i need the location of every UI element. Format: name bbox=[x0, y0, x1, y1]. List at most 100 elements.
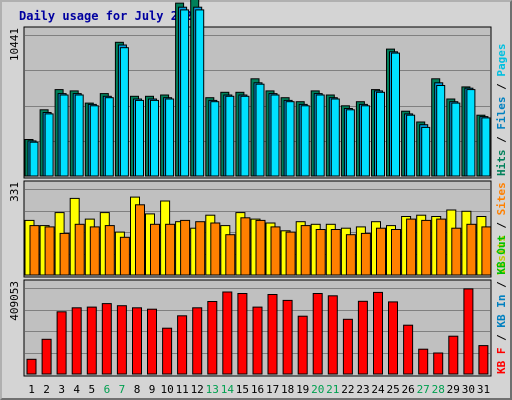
series-kb-f bbox=[26, 288, 489, 375]
bar-sites-day-14 bbox=[225, 234, 236, 276]
series-pages bbox=[29, 9, 491, 177]
bar-pages-day-22 bbox=[345, 109, 355, 177]
bar-kb-f-day-17 bbox=[267, 294, 278, 375]
x-tick-label: 13 bbox=[206, 383, 219, 396]
bar-kb-f-day-23 bbox=[357, 300, 368, 375]
x-tick-label: 14 bbox=[221, 383, 235, 396]
bar-pages-day-14 bbox=[225, 95, 235, 177]
bar-kb-f-day-8 bbox=[132, 307, 142, 375]
x-tick-label: 15 bbox=[236, 383, 249, 396]
bar-sites-day-16 bbox=[255, 219, 266, 276]
panel-max-label: 409053 bbox=[8, 281, 21, 321]
bar-pages-day-25 bbox=[391, 52, 400, 177]
bar-kb-f-day-29 bbox=[448, 335, 459, 375]
x-tick-label: 3 bbox=[58, 383, 65, 396]
bar-kb-f-day-18 bbox=[282, 299, 293, 375]
panel-2: 331 Visits / Sites bbox=[8, 180, 508, 278]
panel-3: 409053 KB F / KB In / KB Out bbox=[8, 235, 508, 377]
bar-sites-day-22 bbox=[345, 234, 356, 276]
bar-sites-day-19 bbox=[300, 225, 311, 276]
bar-kb-f-day-15 bbox=[237, 293, 248, 375]
x-tick-label: 23 bbox=[356, 383, 369, 396]
bar-sites-day-27 bbox=[421, 219, 432, 276]
bar-kb-f-day-13 bbox=[207, 301, 218, 375]
x-tick-label: 9 bbox=[149, 383, 156, 396]
panel-1: 10441 Hits / Files / Pages bbox=[8, 0, 508, 179]
x-tick-label: 19 bbox=[296, 383, 309, 396]
bar-kb-f-day-31 bbox=[478, 345, 489, 375]
bar-sites-day-7 bbox=[119, 236, 130, 276]
bar-kb-f-day-19 bbox=[297, 315, 308, 375]
bar-kb-f-day-26 bbox=[403, 324, 414, 375]
panel-max-label: 331 bbox=[8, 182, 21, 202]
x-tick-label: 27 bbox=[417, 383, 430, 396]
x-tick-label: 1 bbox=[28, 383, 35, 396]
bar-sites-day-15 bbox=[240, 217, 251, 276]
bar-kb-f-day-1 bbox=[26, 358, 37, 375]
bar-sites-day-4 bbox=[74, 223, 85, 276]
bar-pages-day-19 bbox=[300, 105, 310, 177]
bar-sites-day-9 bbox=[150, 223, 160, 276]
bar-sites-day-6 bbox=[104, 225, 115, 276]
bar-kb-f-day-5 bbox=[86, 306, 97, 375]
bar-sites-day-29 bbox=[451, 227, 462, 276]
x-tick-label: 4 bbox=[73, 383, 80, 396]
bar-pages-day-13 bbox=[210, 101, 220, 177]
side-label-part: / bbox=[495, 130, 508, 150]
x-tick-label: 20 bbox=[311, 383, 324, 396]
bar-kb-f-day-4 bbox=[71, 307, 82, 375]
bar-sites-day-17 bbox=[270, 226, 281, 276]
x-tick-label: 26 bbox=[401, 383, 414, 396]
x-tick-label: 24 bbox=[371, 383, 385, 396]
bar-pages-day-18 bbox=[285, 101, 295, 177]
bar-pages-day-9 bbox=[150, 99, 159, 177]
side-label-part: / bbox=[495, 77, 508, 97]
bar-kb-f-day-21 bbox=[327, 295, 338, 375]
bar-kb-f-day-27 bbox=[418, 348, 429, 375]
bar-sites-day-10 bbox=[165, 223, 176, 276]
bar-sites-day-3 bbox=[59, 232, 70, 276]
bar-sites-day-8 bbox=[135, 204, 145, 276]
bar-kb-f-day-22 bbox=[342, 318, 353, 375]
series-sites bbox=[29, 204, 492, 276]
side-label-part: Visits bbox=[495, 235, 508, 275]
bar-kb-f-day-28 bbox=[433, 352, 444, 375]
side-label-part: KB F bbox=[495, 348, 508, 375]
x-tick-label: 2 bbox=[43, 383, 50, 396]
x-tick-label: 16 bbox=[251, 383, 264, 396]
side-label-part: KB Out bbox=[495, 235, 508, 275]
bar-kb-f-day-24 bbox=[373, 291, 383, 375]
x-tick-label: 11 bbox=[176, 383, 189, 396]
x-tick-label: 31 bbox=[477, 383, 490, 396]
x-tick-label: 10 bbox=[160, 383, 173, 396]
bar-kb-f-day-14 bbox=[222, 291, 233, 375]
bar-pages-day-20 bbox=[315, 94, 325, 177]
x-tick-label: 22 bbox=[341, 383, 354, 396]
side-label-part: Sites bbox=[495, 182, 508, 215]
x-tick-label: 29 bbox=[447, 383, 460, 396]
bar-pages-day-5 bbox=[89, 105, 99, 177]
bar-kb-f-day-25 bbox=[388, 301, 398, 375]
bar-pages-day-11 bbox=[180, 9, 190, 177]
bar-pages-day-16 bbox=[255, 83, 265, 177]
x-axis: 1 2 3 4 5 6 7 8 9 10 11 12 13 14 15 16 17 18 19 20 21 22 23 24 2… bbox=[28, 383, 490, 396]
panel-side-label: Hits / Files / Pages bbox=[495, 44, 508, 177]
bar-pages-day-27 bbox=[421, 126, 431, 177]
side-label-part: Pages bbox=[495, 44, 508, 77]
x-tick-label: 30 bbox=[462, 383, 475, 396]
x-tick-label: 7 bbox=[119, 383, 126, 396]
bar-sites-day-12 bbox=[195, 221, 206, 276]
bar-sites-day-11 bbox=[180, 219, 191, 276]
x-tick-label: 25 bbox=[386, 383, 399, 396]
bar-sites-day-26 bbox=[406, 218, 417, 276]
bar-kb-f-day-11 bbox=[177, 315, 188, 375]
bar-kb-f-day-3 bbox=[56, 311, 67, 375]
bar-pages-day-23 bbox=[360, 105, 370, 177]
bar-sites-day-20 bbox=[315, 229, 326, 276]
side-label-part: / bbox=[495, 275, 508, 295]
bar-pages-day-21 bbox=[330, 98, 340, 177]
bar-sites-day-1 bbox=[29, 225, 40, 276]
panel-max-label: 10441 bbox=[8, 28, 21, 61]
bar-kb-f-day-12 bbox=[192, 307, 203, 375]
